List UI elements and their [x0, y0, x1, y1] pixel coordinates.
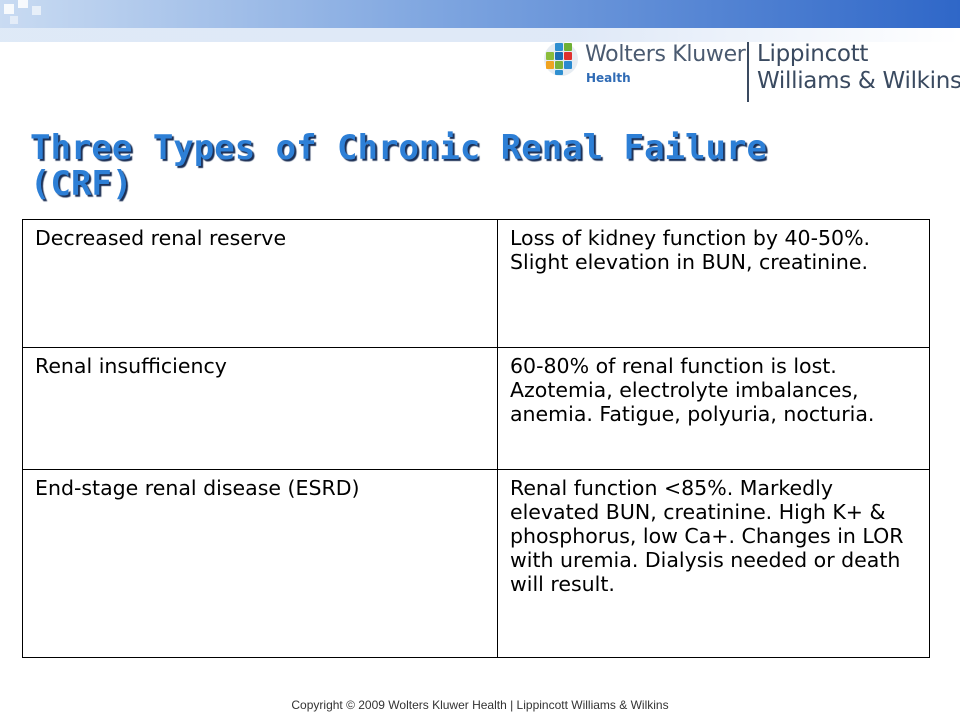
slide-title-line1: Three Types of Chronic Renal Failure — [30, 128, 767, 168]
logo-imprint-name: Lippincott Williams & Wilkins — [757, 41, 960, 95]
logo-company-name: Wolters Kluwer — [585, 42, 746, 67]
decorative-square — [10, 16, 18, 24]
table-cell-stage: End-stage renal disease (ESRD) — [22, 468, 498, 659]
publisher-logo: Wolters Kluwer Health Lippincott William… — [542, 38, 960, 108]
logo-division-name: Health — [586, 71, 631, 85]
decorative-square — [32, 6, 41, 15]
footer-copyright: Copyright © 2009 Wolters Kluwer Health |… — [291, 698, 669, 712]
table-cell-description: 60-80% of renal function is lost. Azotem… — [497, 347, 930, 470]
header-gradient-band — [0, 0, 960, 28]
slide-title-line2: (CRF) — [30, 164, 133, 204]
logo-divider — [747, 42, 749, 102]
crf-types-table: Decreased renal reserve Loss of kidney f… — [22, 218, 930, 659]
table-row: Decreased renal reserve Loss of kidney f… — [22, 218, 930, 349]
decorative-square — [18, 0, 28, 8]
header-gradient-fade — [0, 28, 960, 42]
table-cell-description: Loss of kidney function by 40-50%. Sligh… — [497, 218, 930, 349]
logo-imprint-line2: Williams & Wilkins — [757, 68, 960, 94]
logo-imprint-line1: Lippincott — [757, 41, 869, 67]
decorative-square — [4, 4, 14, 14]
table-cell-stage: Decreased renal reserve — [22, 218, 498, 349]
table-cell-stage: Renal insufficiency — [22, 347, 498, 470]
slide-title: Three Types of Chronic Renal Failure (CR… — [30, 130, 860, 202]
table-row: Renal insufficiency 60-80% of renal func… — [22, 347, 930, 470]
table-row: End-stage renal disease (ESRD) Renal fun… — [22, 468, 930, 659]
wolters-kluwer-globe-icon — [544, 42, 578, 76]
table-cell-description: Renal function <85%. Markedly elevated B… — [497, 468, 930, 659]
